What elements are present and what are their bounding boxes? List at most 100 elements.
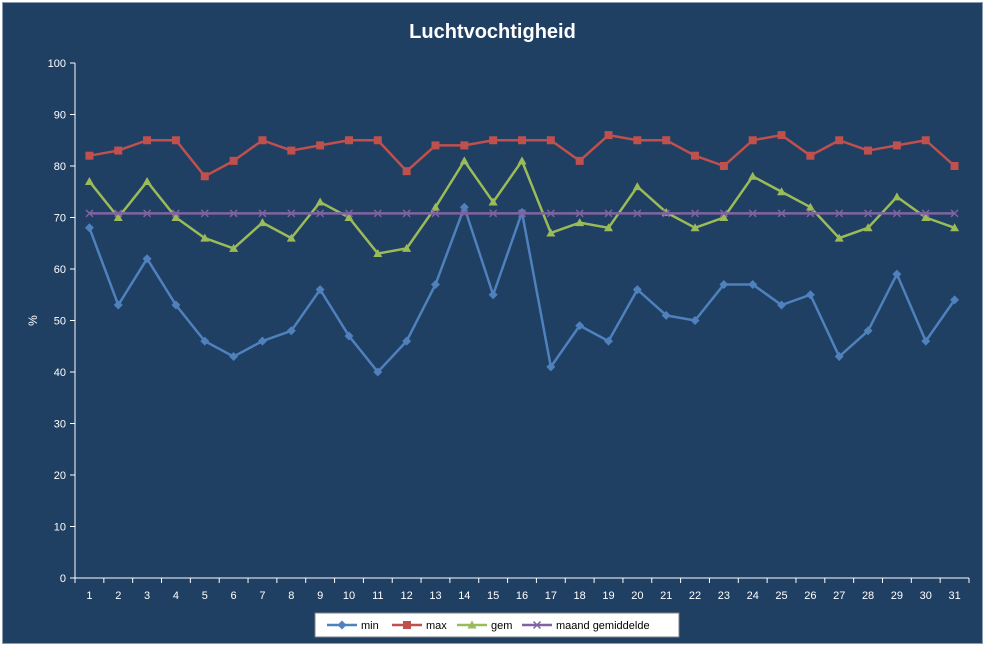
data-point bbox=[460, 209, 469, 218]
data-point bbox=[604, 131, 613, 140]
legend-label: min bbox=[361, 620, 379, 632]
data-point bbox=[604, 209, 613, 218]
data-point bbox=[431, 209, 440, 218]
y-tick-label: 30 bbox=[54, 419, 66, 431]
data-point bbox=[113, 300, 123, 310]
x-tick-label: 1 bbox=[86, 590, 92, 602]
y-axis: 0 10 20 30 40 50 60 70 80 90 100 bbox=[48, 58, 76, 585]
y-tick-label: 80 bbox=[54, 161, 66, 173]
data-point bbox=[892, 141, 901, 150]
data-point bbox=[200, 336, 210, 346]
legend-label: max bbox=[426, 620, 447, 632]
data-point bbox=[633, 209, 642, 218]
data-point bbox=[892, 209, 901, 218]
x-tick-label: 23 bbox=[718, 590, 730, 602]
data-point bbox=[546, 209, 555, 218]
data-point bbox=[892, 269, 902, 279]
data-point bbox=[171, 209, 180, 218]
legend-marker bbox=[337, 620, 347, 630]
y-tick-label: 40 bbox=[54, 367, 66, 379]
y-tick-label: 10 bbox=[54, 522, 66, 534]
data-point bbox=[316, 141, 325, 150]
data-point bbox=[748, 171, 758, 180]
data-point bbox=[431, 141, 440, 150]
data-point bbox=[286, 326, 296, 336]
y-tick-label: 90 bbox=[54, 110, 66, 122]
data-point bbox=[835, 209, 844, 218]
data-point bbox=[835, 136, 844, 145]
data-point bbox=[373, 367, 383, 377]
data-point bbox=[806, 151, 815, 160]
data-point bbox=[864, 146, 873, 155]
data-point bbox=[229, 352, 239, 362]
x-tick-label: 29 bbox=[891, 590, 903, 602]
data-point bbox=[229, 209, 238, 218]
x-tick-label: 12 bbox=[401, 590, 413, 602]
y-tick-label: 0 bbox=[60, 573, 66, 585]
data-point bbox=[806, 209, 815, 218]
data-point bbox=[892, 192, 902, 201]
data-point bbox=[748, 136, 757, 145]
data-point bbox=[84, 223, 94, 233]
legend-marker bbox=[467, 620, 477, 629]
legend-box bbox=[314, 612, 680, 638]
x-tick-label: 2 bbox=[115, 590, 121, 602]
x-tick-label: 20 bbox=[631, 590, 643, 602]
data-point bbox=[258, 209, 267, 218]
y-tick-label: 20 bbox=[54, 470, 66, 482]
data-point bbox=[459, 156, 469, 165]
x-tick-label: 22 bbox=[689, 590, 701, 602]
legend-entry: gem bbox=[457, 620, 512, 632]
series-min bbox=[84, 202, 960, 377]
legend-label: gem bbox=[491, 620, 512, 632]
data-point bbox=[805, 202, 815, 211]
x-tick-label: 25 bbox=[775, 590, 787, 602]
data-point bbox=[344, 213, 354, 221]
data-point bbox=[690, 316, 700, 325]
data-point bbox=[402, 209, 411, 218]
data-point bbox=[777, 209, 786, 218]
data-point bbox=[430, 202, 440, 211]
data-point bbox=[459, 202, 469, 212]
data-point bbox=[805, 290, 815, 300]
x-tick-label: 15 bbox=[487, 590, 499, 602]
x-tick-label: 7 bbox=[259, 590, 265, 602]
data-point bbox=[316, 209, 325, 218]
data-point bbox=[142, 254, 152, 264]
x-tick-label: 30 bbox=[920, 590, 932, 602]
data-point bbox=[863, 223, 873, 232]
series-line bbox=[88, 159, 956, 255]
data-point bbox=[257, 336, 267, 346]
data-point bbox=[950, 162, 959, 170]
data-point bbox=[662, 136, 671, 145]
series-line bbox=[88, 205, 956, 374]
legend: min max gem maand gemiddelde bbox=[314, 612, 680, 638]
data-point bbox=[632, 285, 642, 295]
data-point bbox=[143, 209, 152, 218]
data-point bbox=[777, 187, 787, 196]
data-point bbox=[229, 243, 239, 252]
data-point bbox=[287, 209, 296, 218]
data-point bbox=[489, 136, 498, 145]
x-tick-label: 21 bbox=[660, 590, 672, 602]
series-gem bbox=[84, 156, 960, 258]
data-point bbox=[488, 197, 498, 206]
data-point bbox=[950, 209, 959, 218]
data-point bbox=[662, 209, 671, 218]
data-point bbox=[373, 249, 383, 258]
data-point bbox=[258, 136, 267, 145]
data-point bbox=[113, 213, 123, 221]
data-point bbox=[575, 321, 585, 331]
data-point bbox=[719, 213, 729, 221]
data-point bbox=[661, 310, 671, 320]
data-point bbox=[777, 300, 787, 310]
x-tick-label: 11 bbox=[372, 590, 383, 602]
data-point bbox=[344, 136, 353, 145]
y-tick-label: 50 bbox=[54, 316, 66, 328]
data-point bbox=[546, 228, 556, 237]
data-point bbox=[344, 209, 353, 218]
y-tick-label: 70 bbox=[54, 213, 66, 225]
data-point bbox=[921, 209, 930, 218]
data-point bbox=[171, 136, 180, 145]
